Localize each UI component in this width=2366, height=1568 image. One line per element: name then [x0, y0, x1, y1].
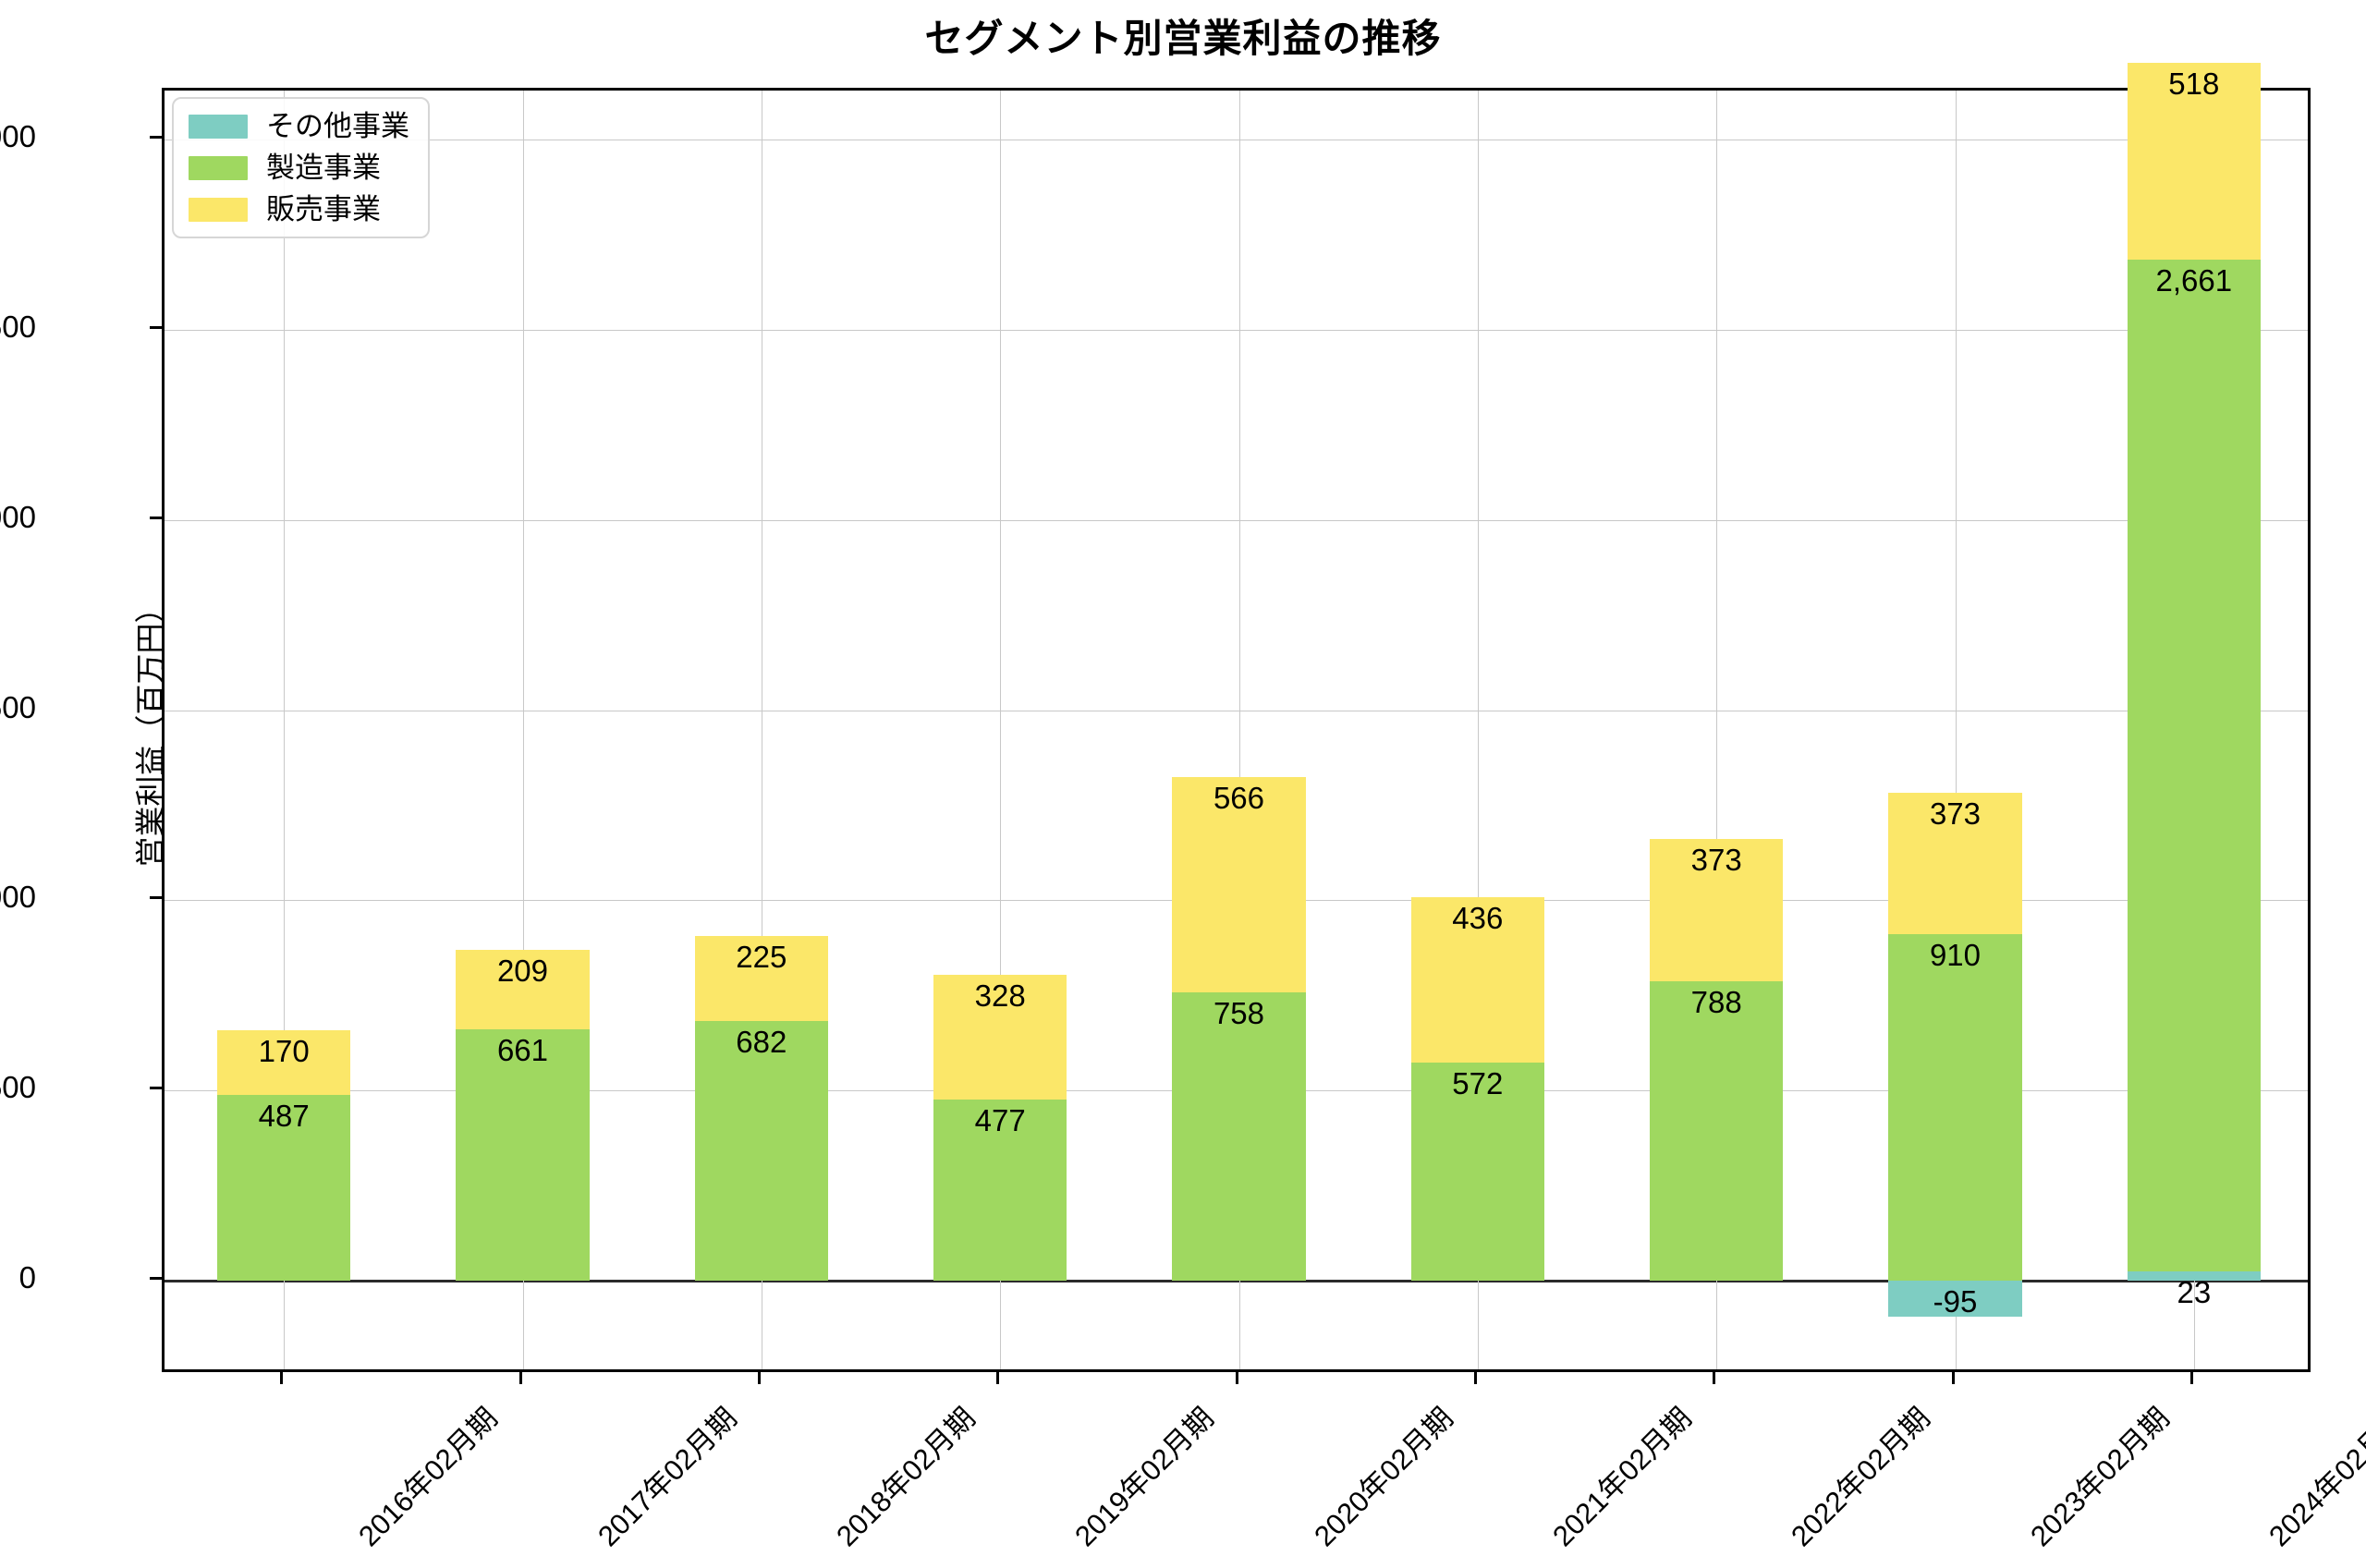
bar-value-label: 170 [258, 1034, 310, 1069]
bar-segment-sales[interactable] [1888, 792, 2022, 935]
zero-line [165, 1279, 2308, 1282]
bar-value-label: 436 [1452, 901, 1504, 936]
bar-segment-other[interactable] [2127, 1271, 2262, 1281]
bar-segment-manufacturing[interactable] [1649, 980, 1784, 1281]
legend-label: 製造事業 [266, 152, 381, 184]
x-tick-mark [1951, 1372, 1955, 1384]
x-gridline [1238, 91, 1240, 1369]
bar-value-label: 910 [1929, 938, 1982, 973]
bar-value-label: 2,661 [2155, 263, 2233, 298]
x-tick-mark [518, 1372, 522, 1384]
x-tick-mark [1235, 1372, 1238, 1384]
bar-value-label: 566 [1213, 780, 1265, 815]
x-tick-mark [996, 1372, 1000, 1384]
x-tick-mark [1713, 1372, 1716, 1384]
bar-value-label: 518 [2168, 66, 2220, 101]
bar-value-label: 225 [736, 939, 787, 974]
bar-value-label: 373 [1929, 796, 1982, 831]
bar-value-label: 328 [974, 978, 1026, 1013]
x-tick-label: 2024年02月期 [2262, 1401, 2366, 1553]
bar-value-label: -95 [1933, 1283, 1978, 1319]
bar-segment-manufacturing[interactable] [1410, 1063, 1545, 1281]
bar-value-label: 209 [496, 953, 549, 988]
y-tick-mark [150, 325, 162, 329]
bar-value-label: 758 [1213, 995, 1265, 1030]
legend-item[interactable]: 製造事業 [189, 153, 409, 182]
bar-segment-manufacturing[interactable] [933, 1099, 1067, 1281]
bar-segment-sales[interactable] [2127, 62, 2262, 261]
x-tick-label: 2020年02月期 [1307, 1401, 1459, 1553]
x-tick-mark [1473, 1372, 1477, 1384]
bar-value-label: 572 [1452, 1066, 1504, 1101]
bar-segment-sales[interactable] [1649, 839, 1784, 981]
x-gridline [1000, 91, 1002, 1369]
legend-item[interactable]: その他事業 [189, 112, 409, 140]
y-tick-mark [150, 706, 162, 710]
bar-value-label: 661 [496, 1032, 549, 1067]
y-axis-label-wrapper: 営業利益（百万円） [17, 88, 168, 1372]
bar-segment-manufacturing[interactable] [1888, 934, 2022, 1281]
x-gridline [1477, 91, 1479, 1369]
y-gridline [165, 329, 2308, 331]
bar-segment-sales[interactable] [694, 935, 829, 1022]
x-tick-mark [280, 1372, 284, 1384]
y-tick-label: 3,000 [0, 119, 36, 154]
plot-area: 487 170 661 209 682 225 477 328 758 566 572 436 788 3… [162, 62, 2311, 1372]
x-gridline [522, 91, 524, 1369]
x-gridline [1716, 91, 1718, 1369]
x-tick-mark [2189, 1372, 2193, 1384]
x-tick-label: 2016年02月期 [352, 1401, 505, 1553]
y-tick-mark [150, 1087, 162, 1090]
bar-segment-sales[interactable] [216, 1030, 351, 1096]
x-tick-label: 2019年02月期 [1068, 1401, 1221, 1553]
legend-item[interactable]: 販売事業 [189, 195, 409, 224]
y-tick-mark [150, 136, 162, 140]
y-tick-label: 1,500 [0, 689, 36, 724]
bar-value-label: 487 [258, 1099, 310, 1134]
y-tick-mark [150, 1276, 162, 1280]
y-tick-label: 0 [18, 1259, 36, 1295]
x-tick-label: 2018年02月期 [830, 1401, 982, 1553]
x-tick-label: 2022年02月期 [1785, 1401, 1937, 1553]
bar-segment-sales[interactable] [1172, 776, 1306, 992]
page-title: セグメント別営業利益の推移 [924, 17, 1442, 60]
bar-segment-manufacturing[interactable] [1172, 991, 1306, 1281]
bar-value-label: 373 [1690, 843, 1742, 878]
legend-label: その他事業 [266, 110, 409, 142]
bar-segment-manufacturing[interactable] [456, 1028, 590, 1281]
bar-segment-manufacturing[interactable] [694, 1021, 829, 1281]
y-tick-mark [150, 896, 162, 900]
y-tick-label: 500 [0, 1070, 36, 1105]
legend-swatch-icon [189, 114, 248, 139]
x-tick-label: 2021年02月期 [1546, 1401, 1698, 1553]
bar-value-label: 682 [736, 1025, 787, 1060]
legend-label: 販売事業 [266, 193, 381, 225]
x-gridline [1955, 91, 1957, 1369]
bar-value-label: 788 [1690, 984, 1742, 1019]
x-tick-mark [757, 1372, 761, 1384]
y-tick-label: 2,000 [0, 499, 36, 534]
bar-value-label: 477 [974, 1102, 1026, 1137]
y-tick-label: 1,000 [0, 880, 36, 915]
y-tick-label: 2,500 [0, 309, 36, 344]
bar-segment-sales[interactable] [933, 974, 1067, 1100]
bar-value-label: 23 [2177, 1275, 2212, 1310]
x-tick-label: 2017年02月期 [591, 1401, 743, 1553]
legend: その他事業製造事業販売事業 [172, 97, 430, 238]
bar-segment-sales[interactable] [456, 949, 590, 1029]
x-gridline [284, 91, 286, 1369]
plot-inner: 487 170 661 209 682 225 477 328 758 566 572 436 788 3… [165, 62, 2308, 1369]
y-tick-mark [150, 516, 162, 519]
legend-swatch-icon [189, 155, 248, 180]
x-tick-label: 2023年02月期 [2023, 1401, 2176, 1553]
bar-segment-manufacturing[interactable] [216, 1095, 351, 1281]
bar-segment-sales[interactable] [1410, 897, 1545, 1064]
bar-segment-other[interactable] [1888, 1280, 2022, 1317]
bar-segment-manufacturing[interactable] [2127, 260, 2262, 1272]
y-gridline [165, 519, 2308, 521]
legend-swatch-icon [189, 197, 248, 222]
